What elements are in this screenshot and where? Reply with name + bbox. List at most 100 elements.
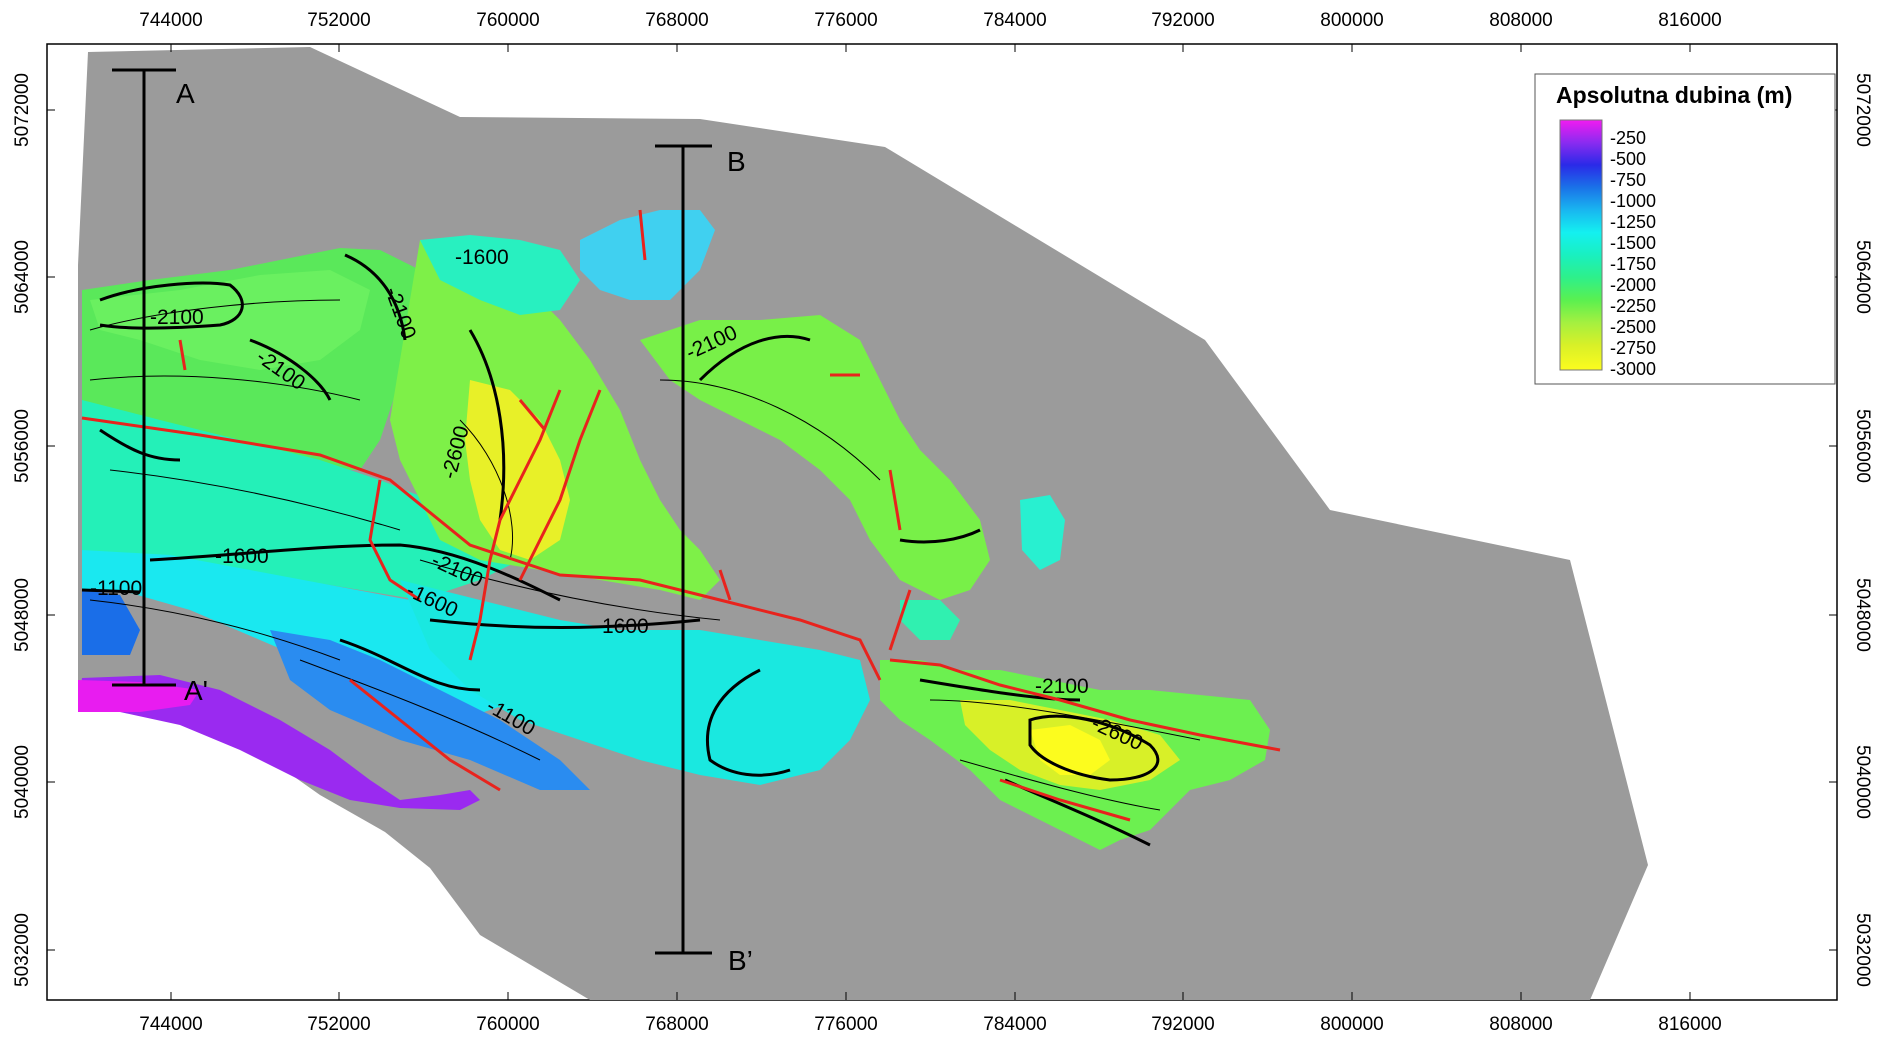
x-axis-top: 744000 752000 760000 768000 776000 78400… xyxy=(139,10,1721,31)
contour-thin xyxy=(89,375,361,401)
contour-label: -1600 xyxy=(595,615,649,638)
contour-thin xyxy=(929,699,1201,741)
fault-line xyxy=(349,678,501,792)
x-tick-bottom: 752000 xyxy=(307,1014,370,1035)
contour-thin xyxy=(959,759,1161,811)
contour-label: -2100 xyxy=(1035,675,1089,698)
x-tick-bottom: 800000 xyxy=(1320,1014,1383,1035)
contour-bold xyxy=(249,338,332,401)
x-tick-top: 752000 xyxy=(307,10,370,31)
x-tick-bottom: 776000 xyxy=(814,1014,877,1035)
contour-bold xyxy=(81,588,141,594)
contour-label: -1600 xyxy=(455,246,509,269)
x-tick-bottom: 744000 xyxy=(139,1014,202,1035)
legend: Apsolutna dubina (m) -250 -500 -750 -100… xyxy=(1534,73,1836,385)
y-tick-right: 5040000 xyxy=(1852,745,1873,819)
fault-line xyxy=(468,389,562,661)
x-tick-top: 768000 xyxy=(645,10,708,31)
legend-colorbar xyxy=(1559,119,1603,371)
y-tick-right: 5072000 xyxy=(1852,73,1873,147)
fault-line xyxy=(518,399,547,431)
contour-bold xyxy=(149,543,561,602)
fault-line xyxy=(888,469,902,531)
legend-label: -1000 xyxy=(1610,191,1656,211)
section-a-end-label: A' xyxy=(184,675,208,706)
legend-label: -250 xyxy=(1610,128,1646,148)
contour-bold xyxy=(339,638,481,692)
legend-label: -3000 xyxy=(1610,359,1656,379)
surface-se-teal xyxy=(900,600,960,640)
legend-label: -1250 xyxy=(1610,212,1656,232)
x-tick-top: 784000 xyxy=(983,10,1046,31)
fault-line xyxy=(178,339,187,371)
surface-north-cyan xyxy=(580,210,715,300)
surface-center-yellow xyxy=(465,380,570,560)
contour-bold xyxy=(919,678,1081,702)
surface-north-teal xyxy=(420,235,580,315)
depth-surface xyxy=(78,210,1270,850)
x-tick-bottom: 784000 xyxy=(983,1014,1046,1035)
contour-label: -2100 xyxy=(150,306,204,329)
legend-label: -2750 xyxy=(1610,338,1656,358)
y-tick-right: 5064000 xyxy=(1852,240,1873,314)
legend-label: -500 xyxy=(1610,149,1646,169)
surface-west-lightgreen xyxy=(90,270,370,370)
fault-lines xyxy=(81,209,1281,822)
legend-title: Apsolutna dubina (m) xyxy=(1556,82,1792,108)
contour-bold xyxy=(1028,714,1160,782)
contour-bold xyxy=(344,253,407,341)
fault-line xyxy=(638,209,647,261)
contour-thin xyxy=(659,379,881,481)
legend-label: -1500 xyxy=(1610,233,1656,253)
cross-sections xyxy=(112,68,712,955)
bold-contours xyxy=(81,253,1160,847)
section-a-start-label: A xyxy=(176,78,195,109)
fault-line xyxy=(81,416,882,681)
surface-south-purple xyxy=(78,675,480,810)
y-tick-left: 5040000 xyxy=(12,745,33,819)
contour-thin xyxy=(89,599,341,661)
surface-west-teal xyxy=(82,400,520,600)
fault-line xyxy=(889,658,1281,752)
legend-label: -1750 xyxy=(1610,254,1656,274)
x-tick-top: 776000 xyxy=(814,10,877,31)
y-axis-right: 5072000 5064000 5056000 5048000 5040000 … xyxy=(1852,73,1873,987)
x-tick-bottom: 808000 xyxy=(1489,1014,1552,1035)
contour-label: -1600 xyxy=(215,545,269,568)
y-tick-left: 5056000 xyxy=(12,409,33,483)
surface-small-cyan xyxy=(1020,495,1065,570)
contour-label: -1100 xyxy=(90,577,142,600)
contour-bold xyxy=(429,618,701,629)
contour-thin xyxy=(109,469,401,531)
y-tick-left: 5048000 xyxy=(12,578,33,652)
x-tick-top: 808000 xyxy=(1489,10,1552,31)
legend-label: -2250 xyxy=(1610,296,1656,316)
surface-south-magenta xyxy=(78,680,200,712)
legend-label: -2500 xyxy=(1610,317,1656,337)
surface-center-green xyxy=(390,240,720,600)
contour-bold xyxy=(899,528,981,544)
surface-center-teal xyxy=(400,580,870,785)
surface-ne-green xyxy=(640,315,990,600)
y-tick-right: 5048000 xyxy=(1852,578,1873,652)
legend-label: -2000 xyxy=(1610,275,1656,295)
y-tick-right: 5056000 xyxy=(1852,409,1873,483)
x-tick-bottom: 816000 xyxy=(1658,1014,1721,1035)
contour-bold xyxy=(698,334,811,382)
y-tick-left: 5032000 xyxy=(12,913,33,987)
x-tick-top: 744000 xyxy=(139,10,202,31)
x-tick-bottom: 760000 xyxy=(476,1014,539,1035)
fault-line xyxy=(718,569,732,601)
x-tick-top: 792000 xyxy=(1151,10,1214,31)
contour-thin xyxy=(89,299,341,331)
contour-bold xyxy=(468,329,506,521)
x-tick-top: 816000 xyxy=(1658,10,1721,31)
contour-bold xyxy=(99,281,244,330)
x-tick-top: 760000 xyxy=(476,10,539,31)
y-axis-left: 5072000 5064000 5056000 5048000 5040000 … xyxy=(12,73,33,987)
y-tick-left: 5072000 xyxy=(12,73,33,147)
x-tick-bottom: 768000 xyxy=(645,1014,708,1035)
fault-line xyxy=(368,479,421,602)
x-tick-bottom: 792000 xyxy=(1151,1014,1214,1035)
